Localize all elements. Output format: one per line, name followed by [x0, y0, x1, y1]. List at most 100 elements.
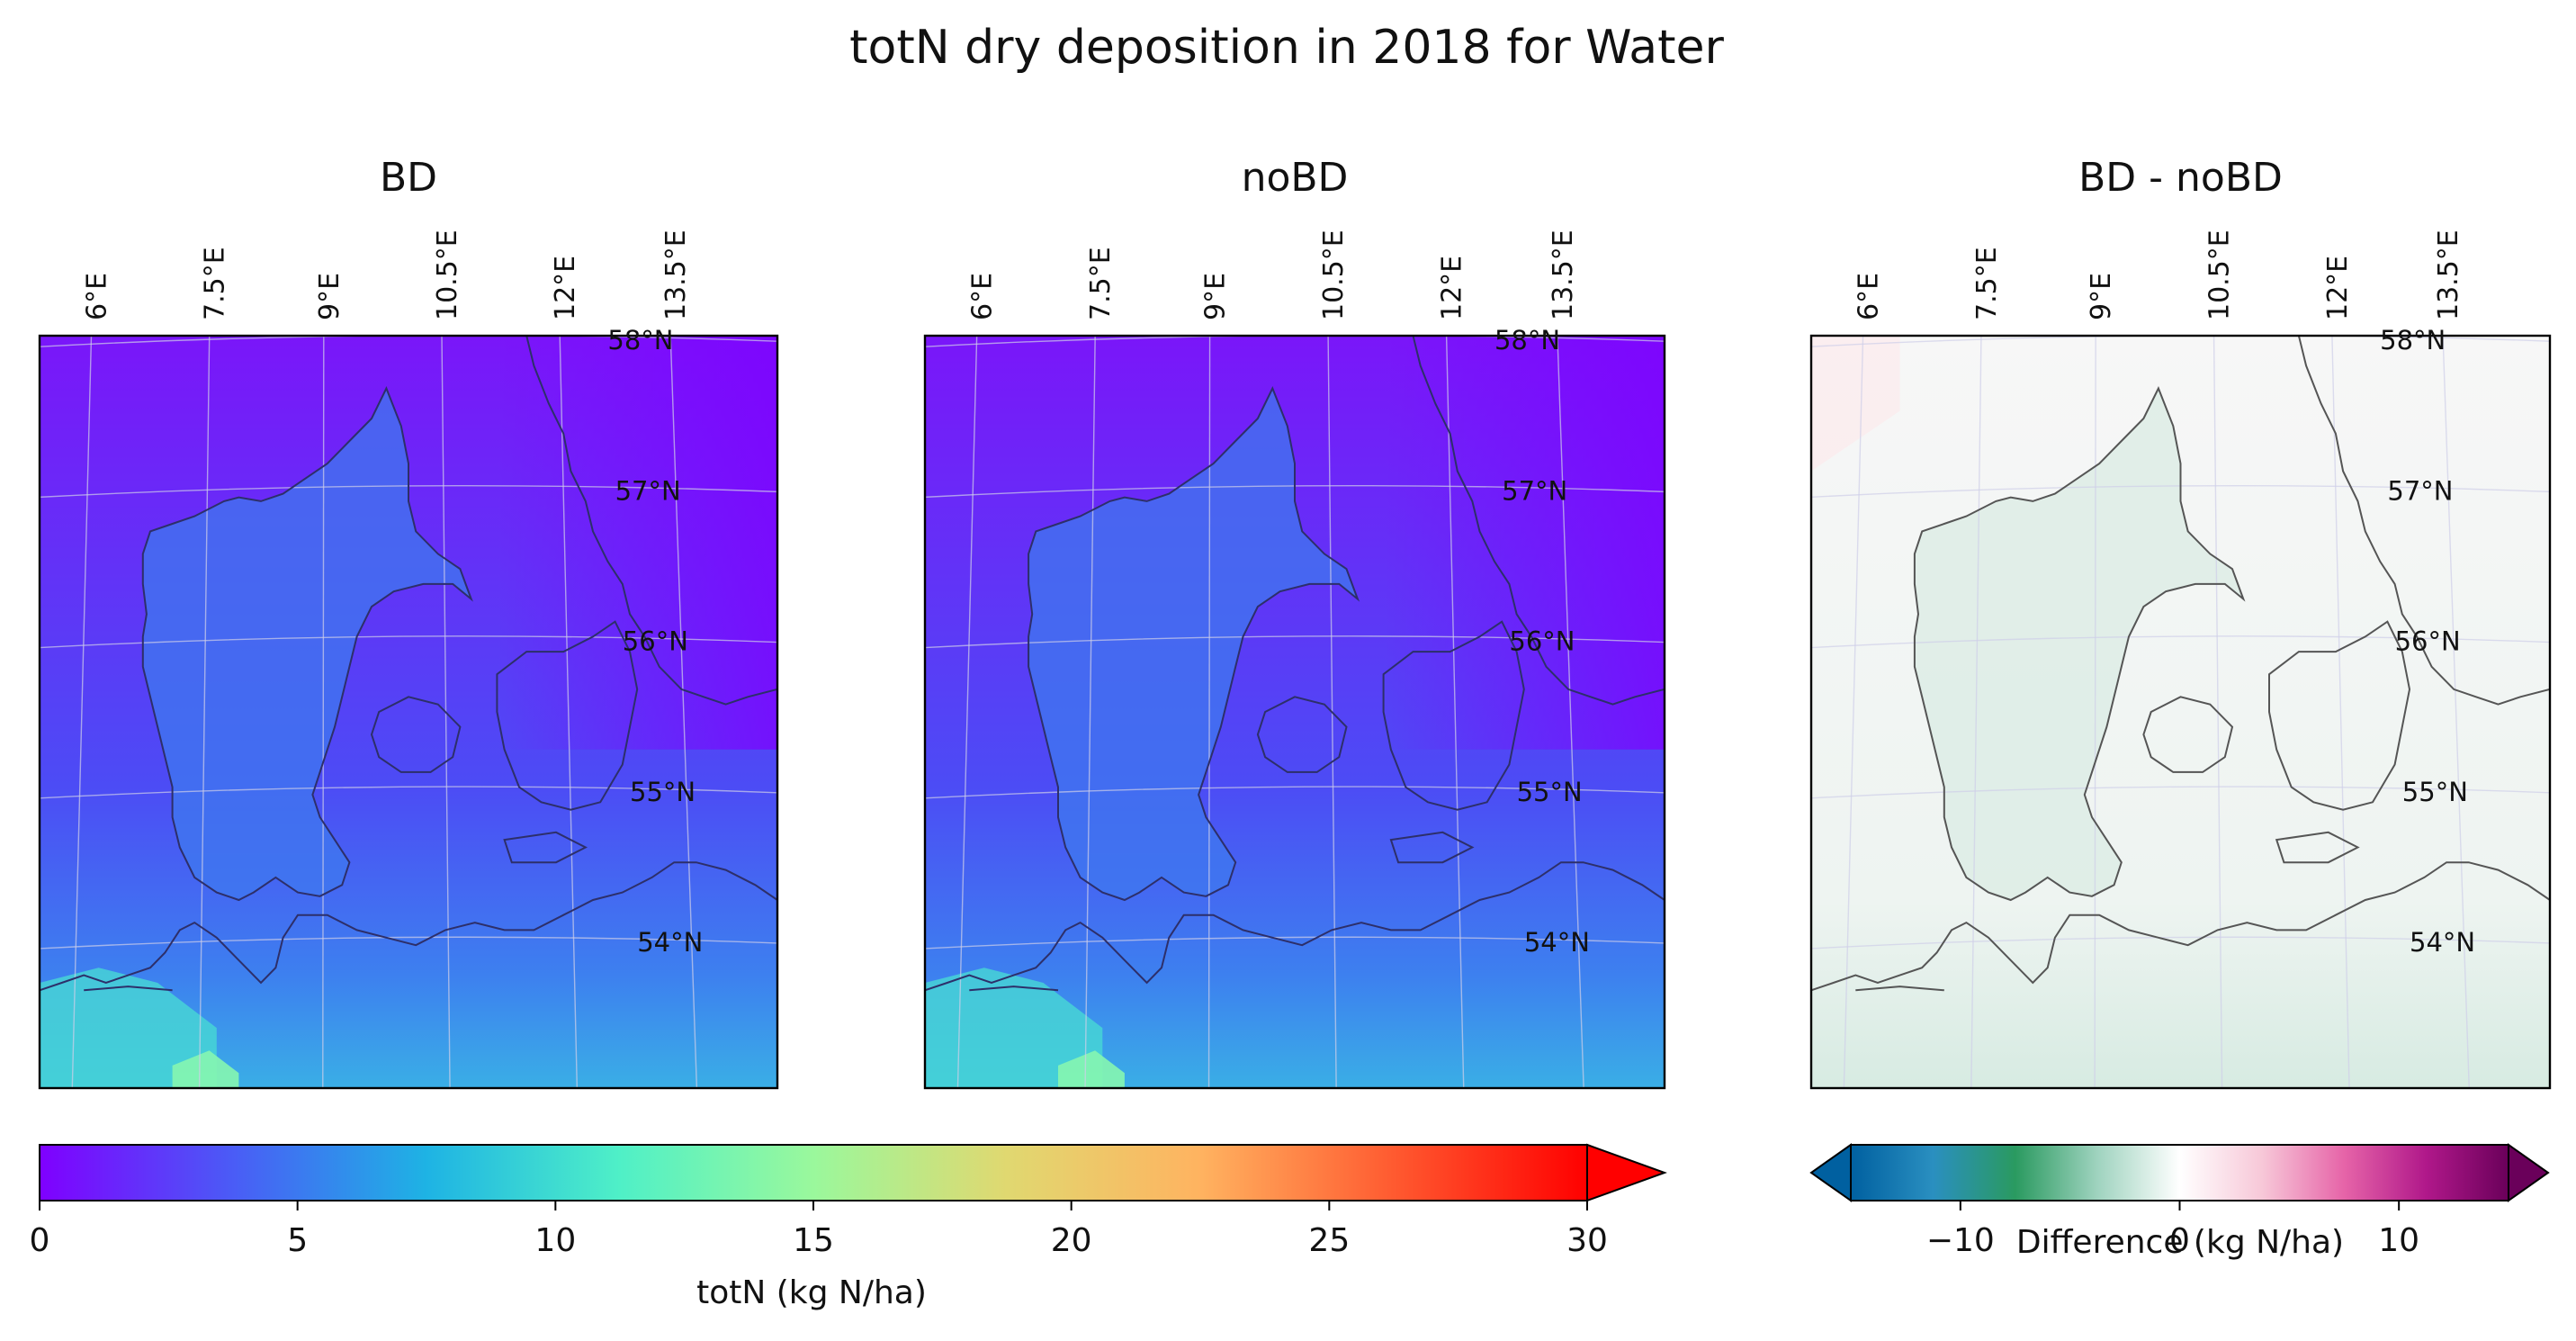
southwest-high-nobd	[925, 968, 1103, 1088]
meridian-nobd	[956, 336, 978, 1088]
lat-tick-label-bd: 54°N	[637, 927, 703, 958]
coastline-nobd	[969, 986, 1059, 992]
east-low-zone-bd	[497, 336, 777, 750]
lon-tick-label-bd: 12°E	[550, 256, 581, 320]
map-field-diff	[1811, 336, 2550, 1088]
lat-tick-label-nobd: 57°N	[1502, 475, 1567, 506]
coastline-bd	[370, 696, 462, 773]
colorbar-diff-extend-min	[1809, 1143, 1852, 1202]
coastline-nobd	[1028, 386, 1360, 902]
meridian-bd	[559, 336, 579, 1088]
lat-tick-label-bd: 57°N	[615, 475, 681, 506]
lat-tick-label-nobd: 58°N	[1494, 325, 1560, 356]
meridian-bd	[669, 336, 698, 1088]
lon-tick-label-bd: 6°E	[82, 273, 113, 320]
map-panel-bd: BD 6°E 7.5°E 9°E 10.5°E 12°E 13.5°E 58°N 57°N 56°…	[38, 155, 779, 1090]
colorbar-abs-tick-label: 20	[1051, 1222, 1092, 1259]
east-low-zone-nobd	[1383, 336, 1665, 750]
parallel-bd	[40, 635, 777, 649]
lon-tick-label-nobd: 7.5°E	[1085, 247, 1117, 320]
meridian-bd	[71, 336, 93, 1088]
colorbar-abs-extend-max	[1586, 1143, 1667, 1202]
map-background-diff	[1811, 336, 2550, 1088]
parallel-diff	[1811, 936, 2550, 950]
lon-tick-label-bd: 13.5°E	[660, 230, 692, 320]
meridian-nobd	[1445, 336, 1465, 1088]
colorbar-abs-fill	[39, 1144, 1588, 1202]
lat-tick-label-nobd: 55°N	[1517, 777, 1583, 807]
lon-tick-label-bd: 7.5°E	[200, 247, 231, 320]
meridian-diff	[1843, 336, 1864, 1088]
negative-land-diff	[1914, 388, 2244, 900]
meridian-diff	[2094, 336, 2096, 1088]
southwest-high-bd	[40, 968, 217, 1088]
coastline-bd	[496, 620, 639, 811]
coastline-bd	[525, 336, 777, 706]
coastline-diff	[2268, 620, 2411, 811]
panel-title-diff: BD - noBD	[2078, 155, 2283, 201]
meridian-nobd	[1207, 336, 1211, 1088]
lat-tick-label-diff: 55°N	[2402, 777, 2468, 807]
panel-title-nobd: noBD	[1242, 155, 1349, 201]
lon-tick-label-diff: 13.5°E	[2433, 230, 2464, 320]
colorbar-diff-label: Difference (kg N/ha)	[2016, 1224, 2344, 1261]
colorbar-diff-tick-label: 10	[2378, 1222, 2419, 1259]
lon-tick-label-nobd: 9°E	[1200, 273, 1232, 320]
coastline-nobd	[1256, 696, 1348, 773]
panel-title-bd: BD	[380, 155, 437, 201]
meridian-nobd	[1557, 336, 1584, 1088]
meridian-bd	[198, 336, 211, 1088]
coastline-diff	[1913, 386, 2246, 902]
parallel-bd	[40, 786, 777, 799]
lon-tick-label-nobd: 13.5°E	[1548, 230, 1579, 320]
parallel-bd	[40, 936, 777, 950]
colorbar-abs-label: totN (kg N/ha)	[696, 1274, 927, 1311]
coastline-bd	[40, 861, 777, 992]
coastline-nobd	[1389, 831, 1475, 864]
lat-tick-label-nobd: 56°N	[1509, 626, 1575, 657]
coastline-nobd	[925, 861, 1665, 992]
lat-tick-label-diff: 54°N	[2410, 927, 2475, 958]
lon-tick-label-diff: 10.5°E	[2204, 230, 2236, 320]
meridian-diff	[1970, 336, 1982, 1088]
lat-tick-label-diff: 57°N	[2387, 475, 2453, 506]
parallel-diff	[1811, 336, 2550, 347]
coastline-diff	[1811, 861, 2550, 992]
lon-tick-label-bd: 10.5°E	[432, 230, 463, 320]
lat-tick-label-diff: 58°N	[2380, 325, 2446, 356]
colorbar-diff-tick-label: 0	[2169, 1222, 2190, 1259]
lon-tick-label-nobd: 6°E	[967, 273, 999, 320]
parallel-bd	[40, 336, 777, 347]
coastline-diff	[2275, 831, 2360, 864]
southwest-peak-bd	[172, 1050, 239, 1088]
coastline-bd	[84, 986, 173, 992]
meridian-diff	[2442, 336, 2470, 1088]
map-frame-diff	[1809, 334, 2552, 1090]
figure-title: totN dry deposition in 2018 for Water	[849, 21, 1724, 75]
lon-tick-label-diff: 12°E	[2322, 256, 2354, 320]
colorbar-abs-tick-label: 5	[287, 1222, 308, 1259]
lat-tick-label-diff: 56°N	[2395, 626, 2461, 657]
colorbar-abs-tick-label: 15	[793, 1222, 834, 1259]
lon-tick-label-nobd: 10.5°E	[1318, 230, 1350, 320]
map-field-bd	[40, 336, 777, 1088]
colorbar-abs-tick-label: 10	[534, 1222, 576, 1259]
parallel-nobd	[925, 936, 1665, 950]
colorbar-diff-fill	[1850, 1144, 2509, 1202]
parallel-diff	[1811, 635, 2550, 649]
coastline-bd	[503, 831, 588, 864]
positive-northwest-diff	[1811, 336, 1900, 472]
meridian-diff	[2331, 336, 2350, 1088]
land-field-bd	[142, 388, 471, 900]
lat-tick-label-nobd: 54°N	[1524, 927, 1590, 958]
land-field-nobd	[1028, 388, 1358, 900]
coastline-bd	[141, 386, 473, 902]
colorbar-abs: 0 5 10 15 20 25 30 totN (kg N/ha)	[30, 1143, 1667, 1311]
colorbar-diff-tick-label: −10	[1926, 1222, 1995, 1259]
coastline-nobd	[1412, 336, 1665, 706]
map-panel-diff: BD - noBD 6°E 7.5°E 9°E 10.5°E 12°E 13.5°E 58°N…	[1809, 155, 2552, 1090]
lon-tick-label-bd: 9°E	[314, 273, 346, 320]
lon-tick-label-diff: 6°E	[1853, 273, 1885, 320]
coastline-diff	[2297, 336, 2550, 706]
